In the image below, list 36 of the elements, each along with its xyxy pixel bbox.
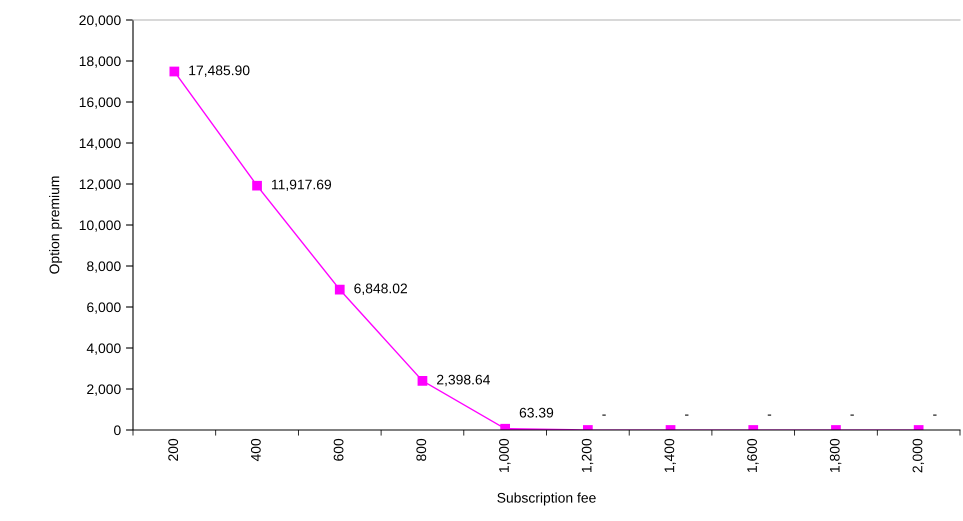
y-tick-label: 0 (114, 425, 121, 436)
x-tick-label: 2,000 (912, 438, 924, 472)
point (252, 180, 262, 191)
data-label: - (768, 414, 772, 416)
y-tick-label: 10,000 (80, 220, 121, 232)
x-tick-label: 400 (250, 438, 261, 462)
x-tick-label: 600 (334, 438, 344, 461)
x-tick-label: 1,800 (830, 438, 842, 472)
point (169, 66, 180, 76)
x-tick-label: 1,600 (747, 438, 759, 472)
x-tick-label: 1,200 (582, 438, 594, 472)
data-label: 63.39 (520, 408, 554, 418)
y-tick-label: 18,000 (80, 56, 121, 68)
x-tick-label: 1,400 (664, 438, 676, 472)
data-label: - (850, 414, 854, 416)
data-label: - (933, 414, 937, 416)
point (334, 284, 345, 294)
data-label: 2,398.64 (437, 374, 490, 386)
data-label: 11,917.69 (272, 180, 332, 192)
y-tick-label: 2,000 (87, 384, 121, 396)
data-label: 17,485.90 (189, 65, 250, 77)
data-label: 6,848.02 (354, 284, 408, 295)
y-tick-label: 6,000 (87, 302, 121, 314)
x-tick-label: 200 (168, 438, 178, 461)
y-tick-label: 8,000 (87, 261, 121, 273)
x-axis-title: Subscription fee (497, 492, 596, 506)
y-tick-label: 20,000 (79, 15, 121, 27)
y-tick-label: 12,000 (80, 179, 121, 191)
y-tick-label: 14,000 (80, 138, 121, 150)
data-label: - (685, 414, 688, 416)
x-tick-label: 800 (416, 438, 426, 461)
y-tick-label: 4,000 (86, 343, 121, 355)
x-tick-label: 1,000 (499, 438, 511, 472)
data-label: - (602, 414, 606, 416)
y-tick-label: 16,000 (80, 97, 121, 109)
y-axis-title: Option premium (49, 176, 62, 274)
